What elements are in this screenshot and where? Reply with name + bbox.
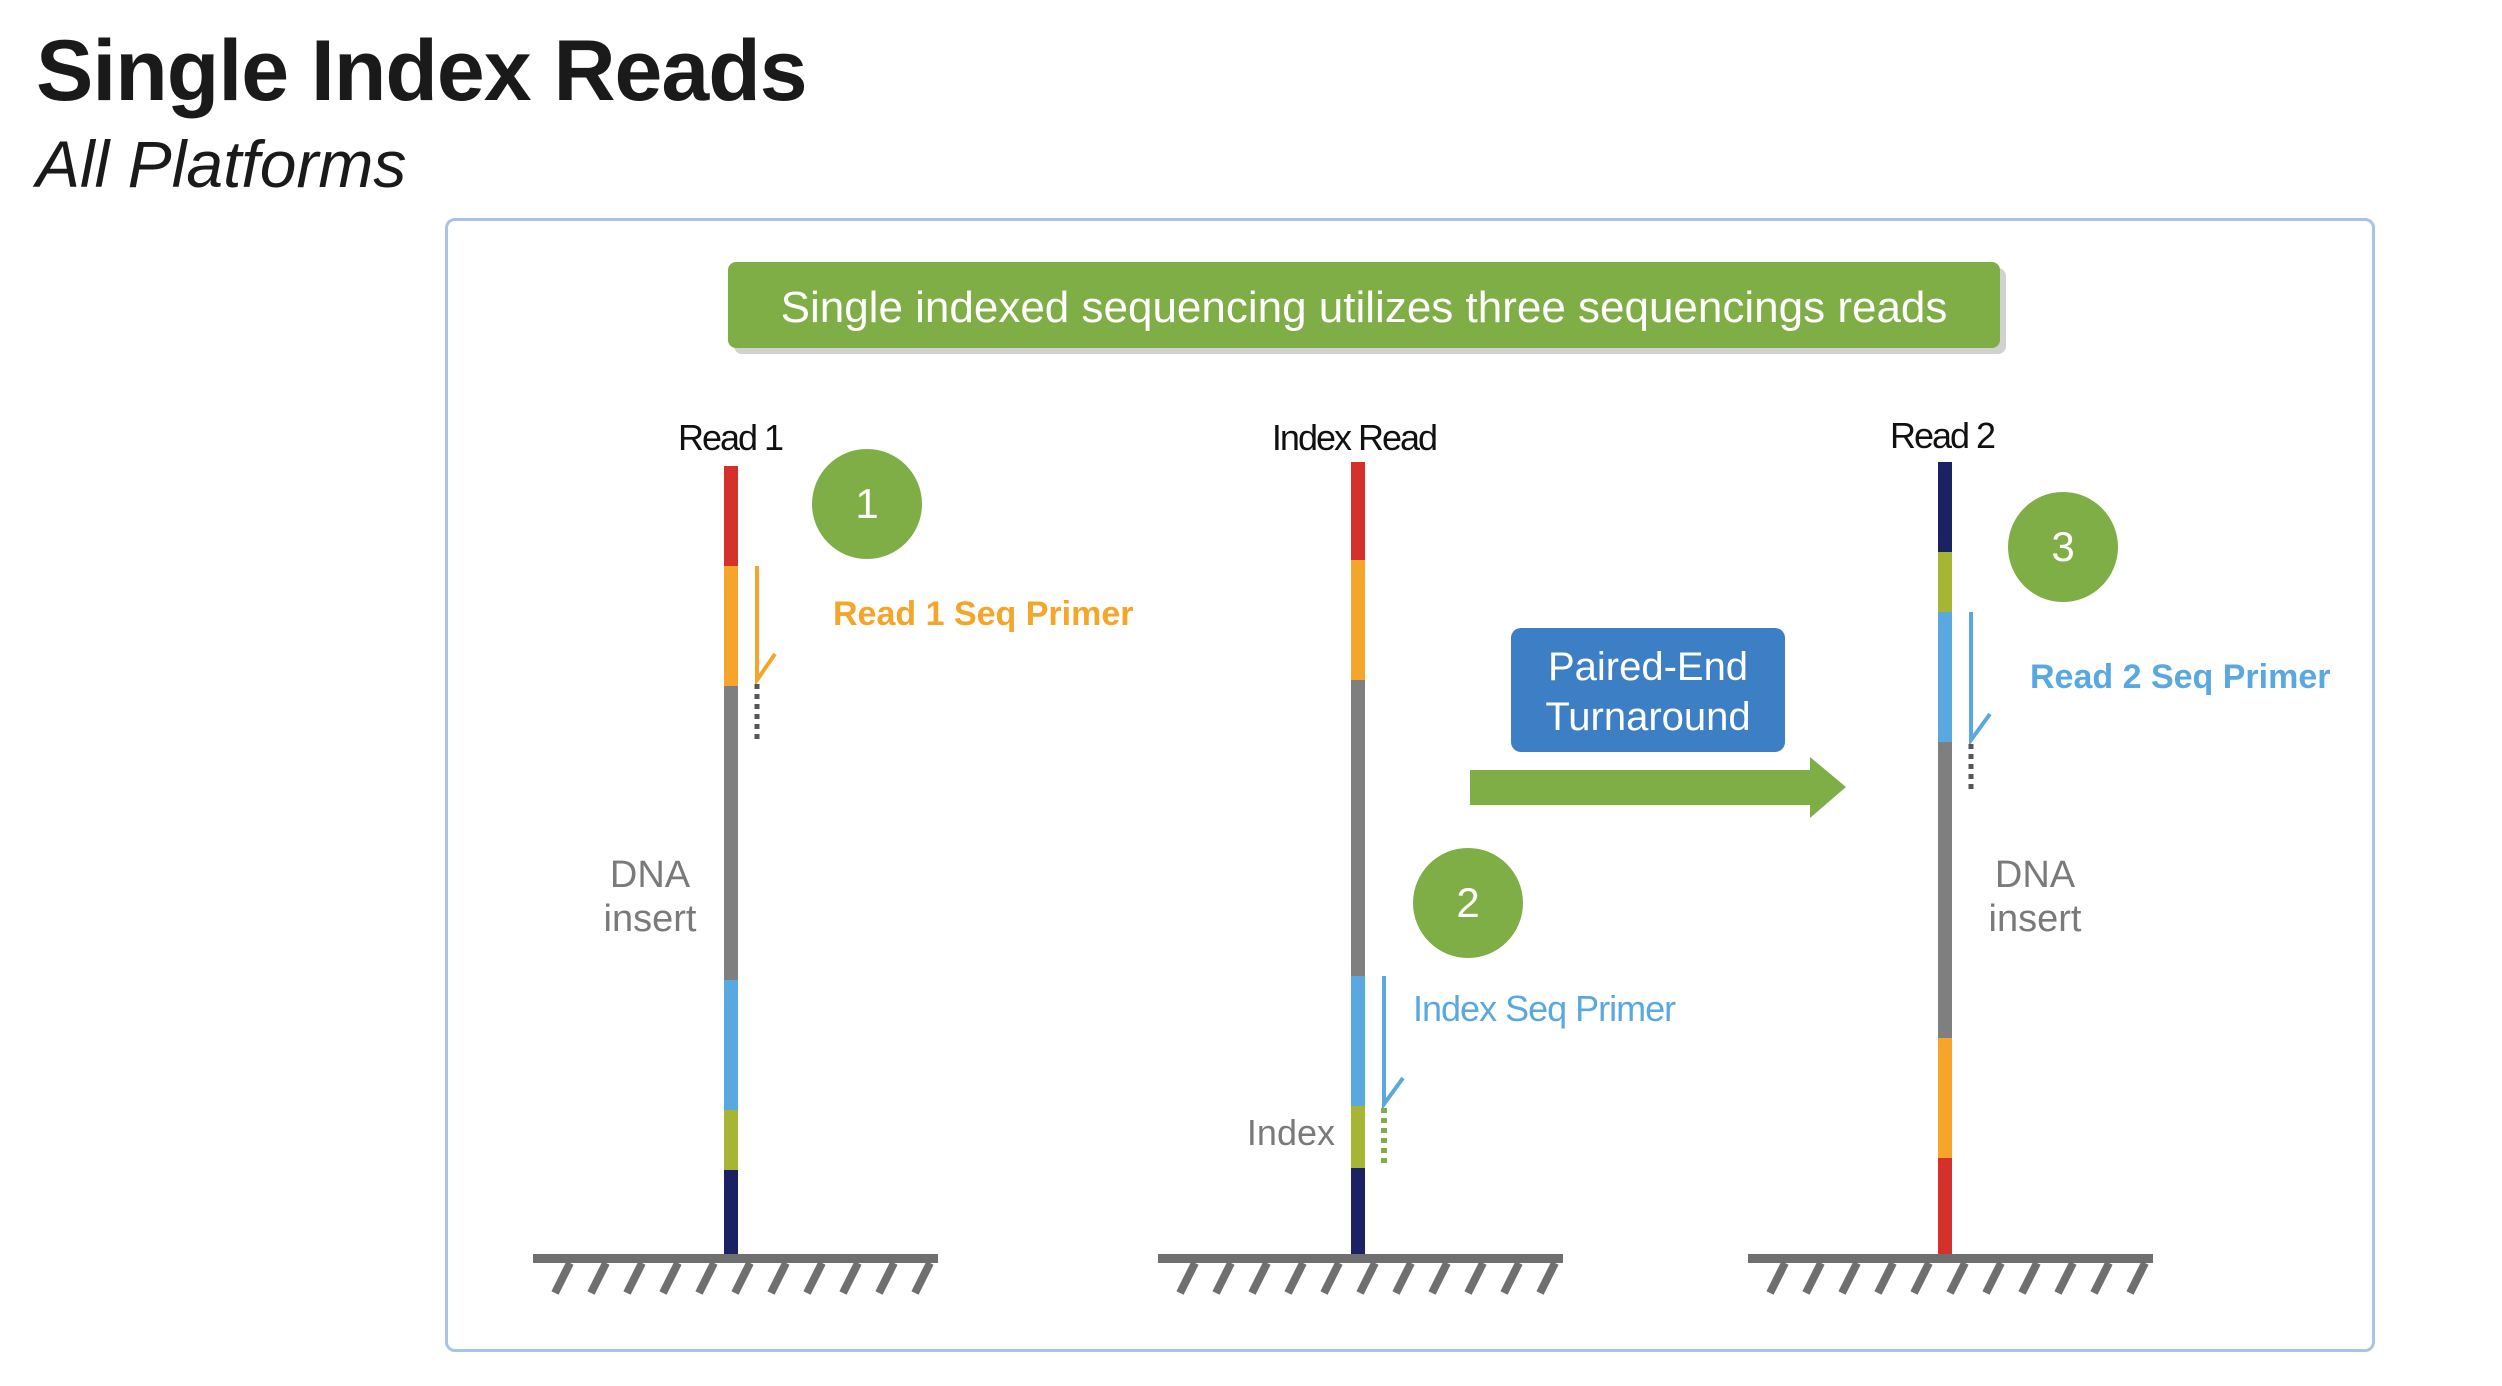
read2-segment-olive [1938, 552, 1952, 612]
index-surface-hatch [1176, 1261, 1559, 1295]
read1-segment-red [724, 466, 738, 566]
index-primer-arrow [1382, 976, 1405, 1111]
read1-segment-olive [724, 1110, 738, 1170]
read2-label: Read 2 [1890, 415, 1995, 456]
read1-surface-hatch [551, 1261, 934, 1295]
read2-segment-red [1938, 1158, 1952, 1258]
read2-surface-hatch [1766, 1261, 2149, 1295]
read1-label: Read 1 [678, 417, 783, 458]
read1-surface [533, 1254, 938, 1295]
index-segment-orange [1351, 560, 1365, 680]
read1-primer-label: Read 1 Seq Primer [833, 595, 1133, 633]
banner-box [728, 262, 2000, 348]
read1-segment-orange [724, 566, 738, 686]
page-subtitle: All Platforms [36, 127, 407, 201]
read1-surface-bar [533, 1254, 938, 1263]
index-segment-navy [1351, 1168, 1365, 1258]
turnaround-line1: Paired-End [1548, 645, 1748, 689]
read2-surface-bar [1748, 1254, 2153, 1263]
read1-group: Read 1 1 Read 1 Seq Primer DNA insert [533, 417, 1133, 1295]
read1-segment-insert [724, 686, 738, 980]
banner: Single indexed sequencing utilizes three… [728, 262, 2006, 354]
read2-insert-label-line2: insert [1989, 898, 2082, 940]
step1-number: 1 [855, 480, 878, 527]
step3-circle [2008, 492, 2118, 602]
read2-segment-orange [1938, 1038, 1952, 1158]
diagram-frame [445, 218, 2375, 1352]
index-segment-olive [1351, 1106, 1365, 1168]
read1-primer-arrow [755, 566, 777, 687]
turnaround: Paired-End Turnaround [1470, 628, 1846, 818]
index-surface [1158, 1254, 1563, 1295]
step2-circle [1413, 848, 1523, 958]
index-read-group: Index Read 2 Index Seq Primer Index [1158, 417, 1677, 1295]
index-label: Index [1247, 1112, 1335, 1153]
read2-surface [1748, 1254, 2153, 1295]
read1-insert-label-line1: DNA [610, 854, 691, 896]
read2-group: Read 2 3 Read 2 Seq Primer DNA insert [1748, 415, 2330, 1295]
page-title: Single Index Reads [36, 23, 808, 119]
step3-number: 3 [2051, 523, 2074, 570]
banner-text: Single indexed sequencing utilizes three… [781, 283, 1948, 332]
turnaround-line2: Turnaround [1545, 695, 1750, 739]
read2-primer-label: Read 2 Seq Primer [2030, 658, 2330, 696]
index-surface-bar [1158, 1254, 1563, 1263]
index-primer-label: Index Seq Primer [1413, 988, 1676, 1029]
turnaround-arrow [1470, 757, 1846, 818]
index-segment-blue [1351, 976, 1365, 1106]
index-read-label: Index Read [1272, 417, 1436, 458]
read1-segment-navy [724, 1170, 738, 1258]
read2-segment-insert [1938, 742, 1952, 1038]
read1-insert-label-line2: insert [604, 898, 697, 940]
read2-primer-arrow [1969, 612, 1992, 747]
read1-segment-blue [724, 980, 738, 1110]
step1-circle [812, 449, 922, 559]
index-segment-red [1351, 462, 1365, 560]
turnaround-box [1511, 628, 1785, 752]
step2-number: 2 [1456, 879, 1479, 926]
read2-segment-navy [1938, 462, 1952, 552]
read2-insert-label-line1: DNA [1995, 854, 2076, 896]
read2-segment-blue [1938, 612, 1952, 742]
index-segment-insert [1351, 680, 1365, 976]
